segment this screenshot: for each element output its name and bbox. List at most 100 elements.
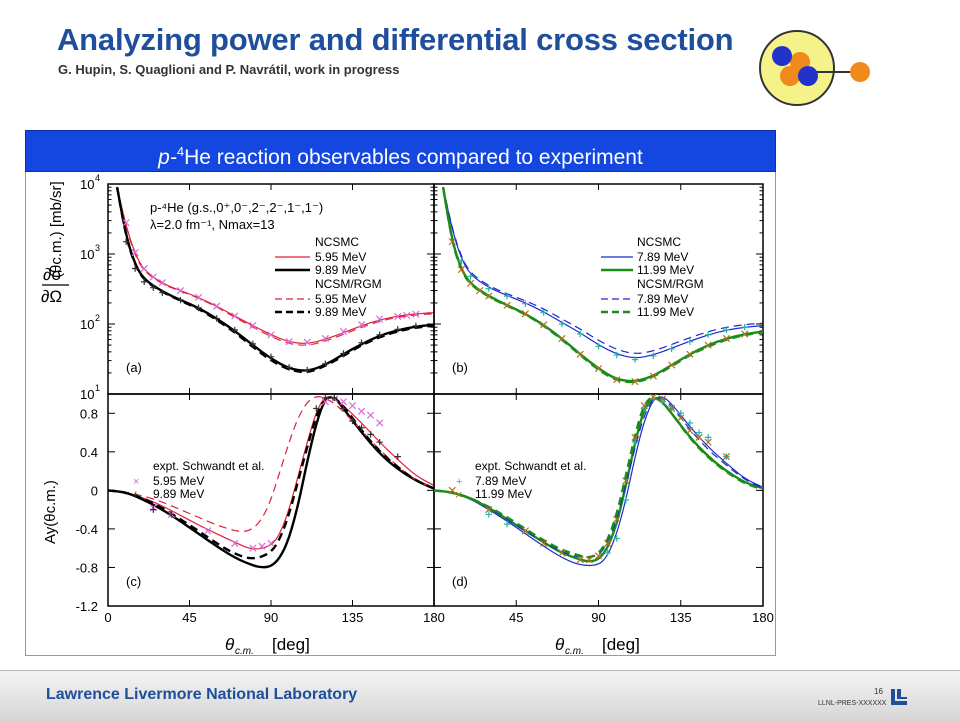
data-point — [285, 364, 293, 371]
data-point — [466, 279, 475, 288]
data-point — [521, 310, 530, 318]
svg-text:NCSMC: NCSMC — [637, 235, 681, 249]
data-point — [158, 279, 166, 287]
svg-text:11.99 MeV: 11.99 MeV — [637, 305, 694, 319]
data-point — [321, 334, 329, 343]
x-axis-label-right: θ c.m. [deg] — [555, 635, 640, 656]
data-point — [485, 511, 493, 518]
data-point — [631, 378, 639, 386]
data-point — [476, 286, 484, 295]
data-point — [668, 345, 675, 353]
series-line — [442, 187, 763, 354]
data-point — [622, 496, 630, 504]
data-point — [650, 352, 657, 360]
data-point — [723, 326, 730, 334]
series-line — [434, 397, 763, 558]
figure-panel — [25, 172, 776, 656]
data-point — [357, 320, 366, 329]
data-point — [677, 410, 684, 417]
svg-text:c.m.: c.m. — [565, 646, 584, 656]
svg-text:+: + — [132, 487, 140, 502]
series-line — [442, 187, 763, 359]
data-point — [195, 304, 202, 312]
svg-text:expt. Schwandt et al.: expt. Schwandt et al. — [475, 459, 586, 473]
data-point — [303, 338, 311, 346]
data-point — [540, 309, 547, 316]
chart-panel-2: (b) — [433, 183, 764, 395]
data-point — [321, 398, 329, 406]
data-point — [176, 286, 185, 295]
data-point — [576, 350, 584, 358]
data-point — [340, 350, 347, 357]
data-point — [403, 311, 411, 320]
y-tick-label: 10 — [80, 177, 94, 192]
chart-panel-1: (a) — [107, 183, 435, 395]
svg-text:NCSM/RGM: NCSM/RGM — [315, 277, 382, 291]
data-point — [649, 394, 657, 401]
data-point — [503, 292, 511, 300]
data-point — [485, 506, 493, 514]
llnl-logo-icon — [891, 689, 907, 705]
data-point — [686, 426, 694, 435]
bottom-y-axis-label: Ay(θc.m.) — [42, 480, 59, 544]
series-line — [441, 187, 763, 384]
data-point — [376, 438, 383, 446]
data-point — [448, 486, 456, 494]
data-point — [412, 322, 420, 330]
data-point — [576, 556, 584, 564]
legend-d: expt. Schwandt et al. + 7.89 MeV × 11.99… — [455, 459, 586, 502]
data-point — [594, 365, 603, 373]
data-point — [658, 395, 667, 403]
data-point — [594, 552, 603, 560]
data-point — [177, 296, 184, 304]
data-point — [558, 549, 566, 557]
data-point — [149, 273, 157, 281]
chart-panel-4: (d) — [433, 393, 764, 607]
y-tick-label: -1.2 — [76, 599, 98, 614]
svg-text:λ=2.0 fm⁻¹, Nmax=13: λ=2.0 fm⁻¹, Nmax=13 — [150, 217, 275, 232]
svg-text:NCSM/RGM: NCSM/RGM — [637, 277, 704, 291]
data-point — [412, 310, 420, 318]
x-tick-label: 135 — [670, 610, 692, 625]
data-point — [448, 238, 456, 246]
data-point — [521, 527, 530, 535]
y-tick-label: 10 — [80, 317, 94, 332]
data-point — [357, 407, 366, 415]
data-point — [376, 331, 383, 339]
data-point — [131, 265, 139, 272]
data-point — [631, 356, 639, 363]
svg-text:NCSMC: NCSMC — [315, 235, 359, 249]
data-point — [558, 334, 566, 343]
x-tick-label: 90 — [264, 610, 278, 625]
data-point — [267, 331, 275, 339]
data-point — [577, 330, 584, 338]
data-point — [122, 219, 130, 227]
data-point — [322, 360, 329, 368]
data-point — [267, 539, 275, 547]
data-point — [367, 431, 374, 438]
data-point — [366, 411, 375, 419]
y-tick-label: 0 — [91, 483, 98, 498]
data-point — [322, 394, 329, 402]
svg-text:9.89 MeV: 9.89 MeV — [315, 263, 366, 277]
y-tick-label-exponent: 3 — [95, 243, 100, 253]
legend-b: NCSMC 7.89 MeV 11.99 MeV NCSM/RGM 7.89 M… — [601, 235, 704, 319]
svg-text:7.89 MeV: 7.89 MeV — [637, 250, 688, 264]
data-point — [695, 433, 703, 441]
data-point — [613, 376, 621, 384]
data-point — [604, 539, 612, 547]
svg-text:5.95 MeV: 5.95 MeV — [315, 292, 366, 306]
data-point — [349, 417, 356, 425]
svg-text:5.95 MeV: 5.95 MeV — [315, 250, 366, 264]
chart-panel-3: (c) — [107, 393, 435, 607]
data-point — [631, 438, 639, 446]
y-tick-label: 0.8 — [80, 406, 98, 421]
svg-text:×: × — [455, 487, 463, 502]
data-point — [339, 398, 348, 406]
data-point — [304, 366, 311, 374]
panel-label: (a) — [126, 360, 142, 375]
data-point — [741, 330, 749, 338]
data-point — [640, 401, 648, 410]
svg-text:θ: θ — [555, 635, 565, 654]
page-number: 16 — [874, 687, 883, 696]
